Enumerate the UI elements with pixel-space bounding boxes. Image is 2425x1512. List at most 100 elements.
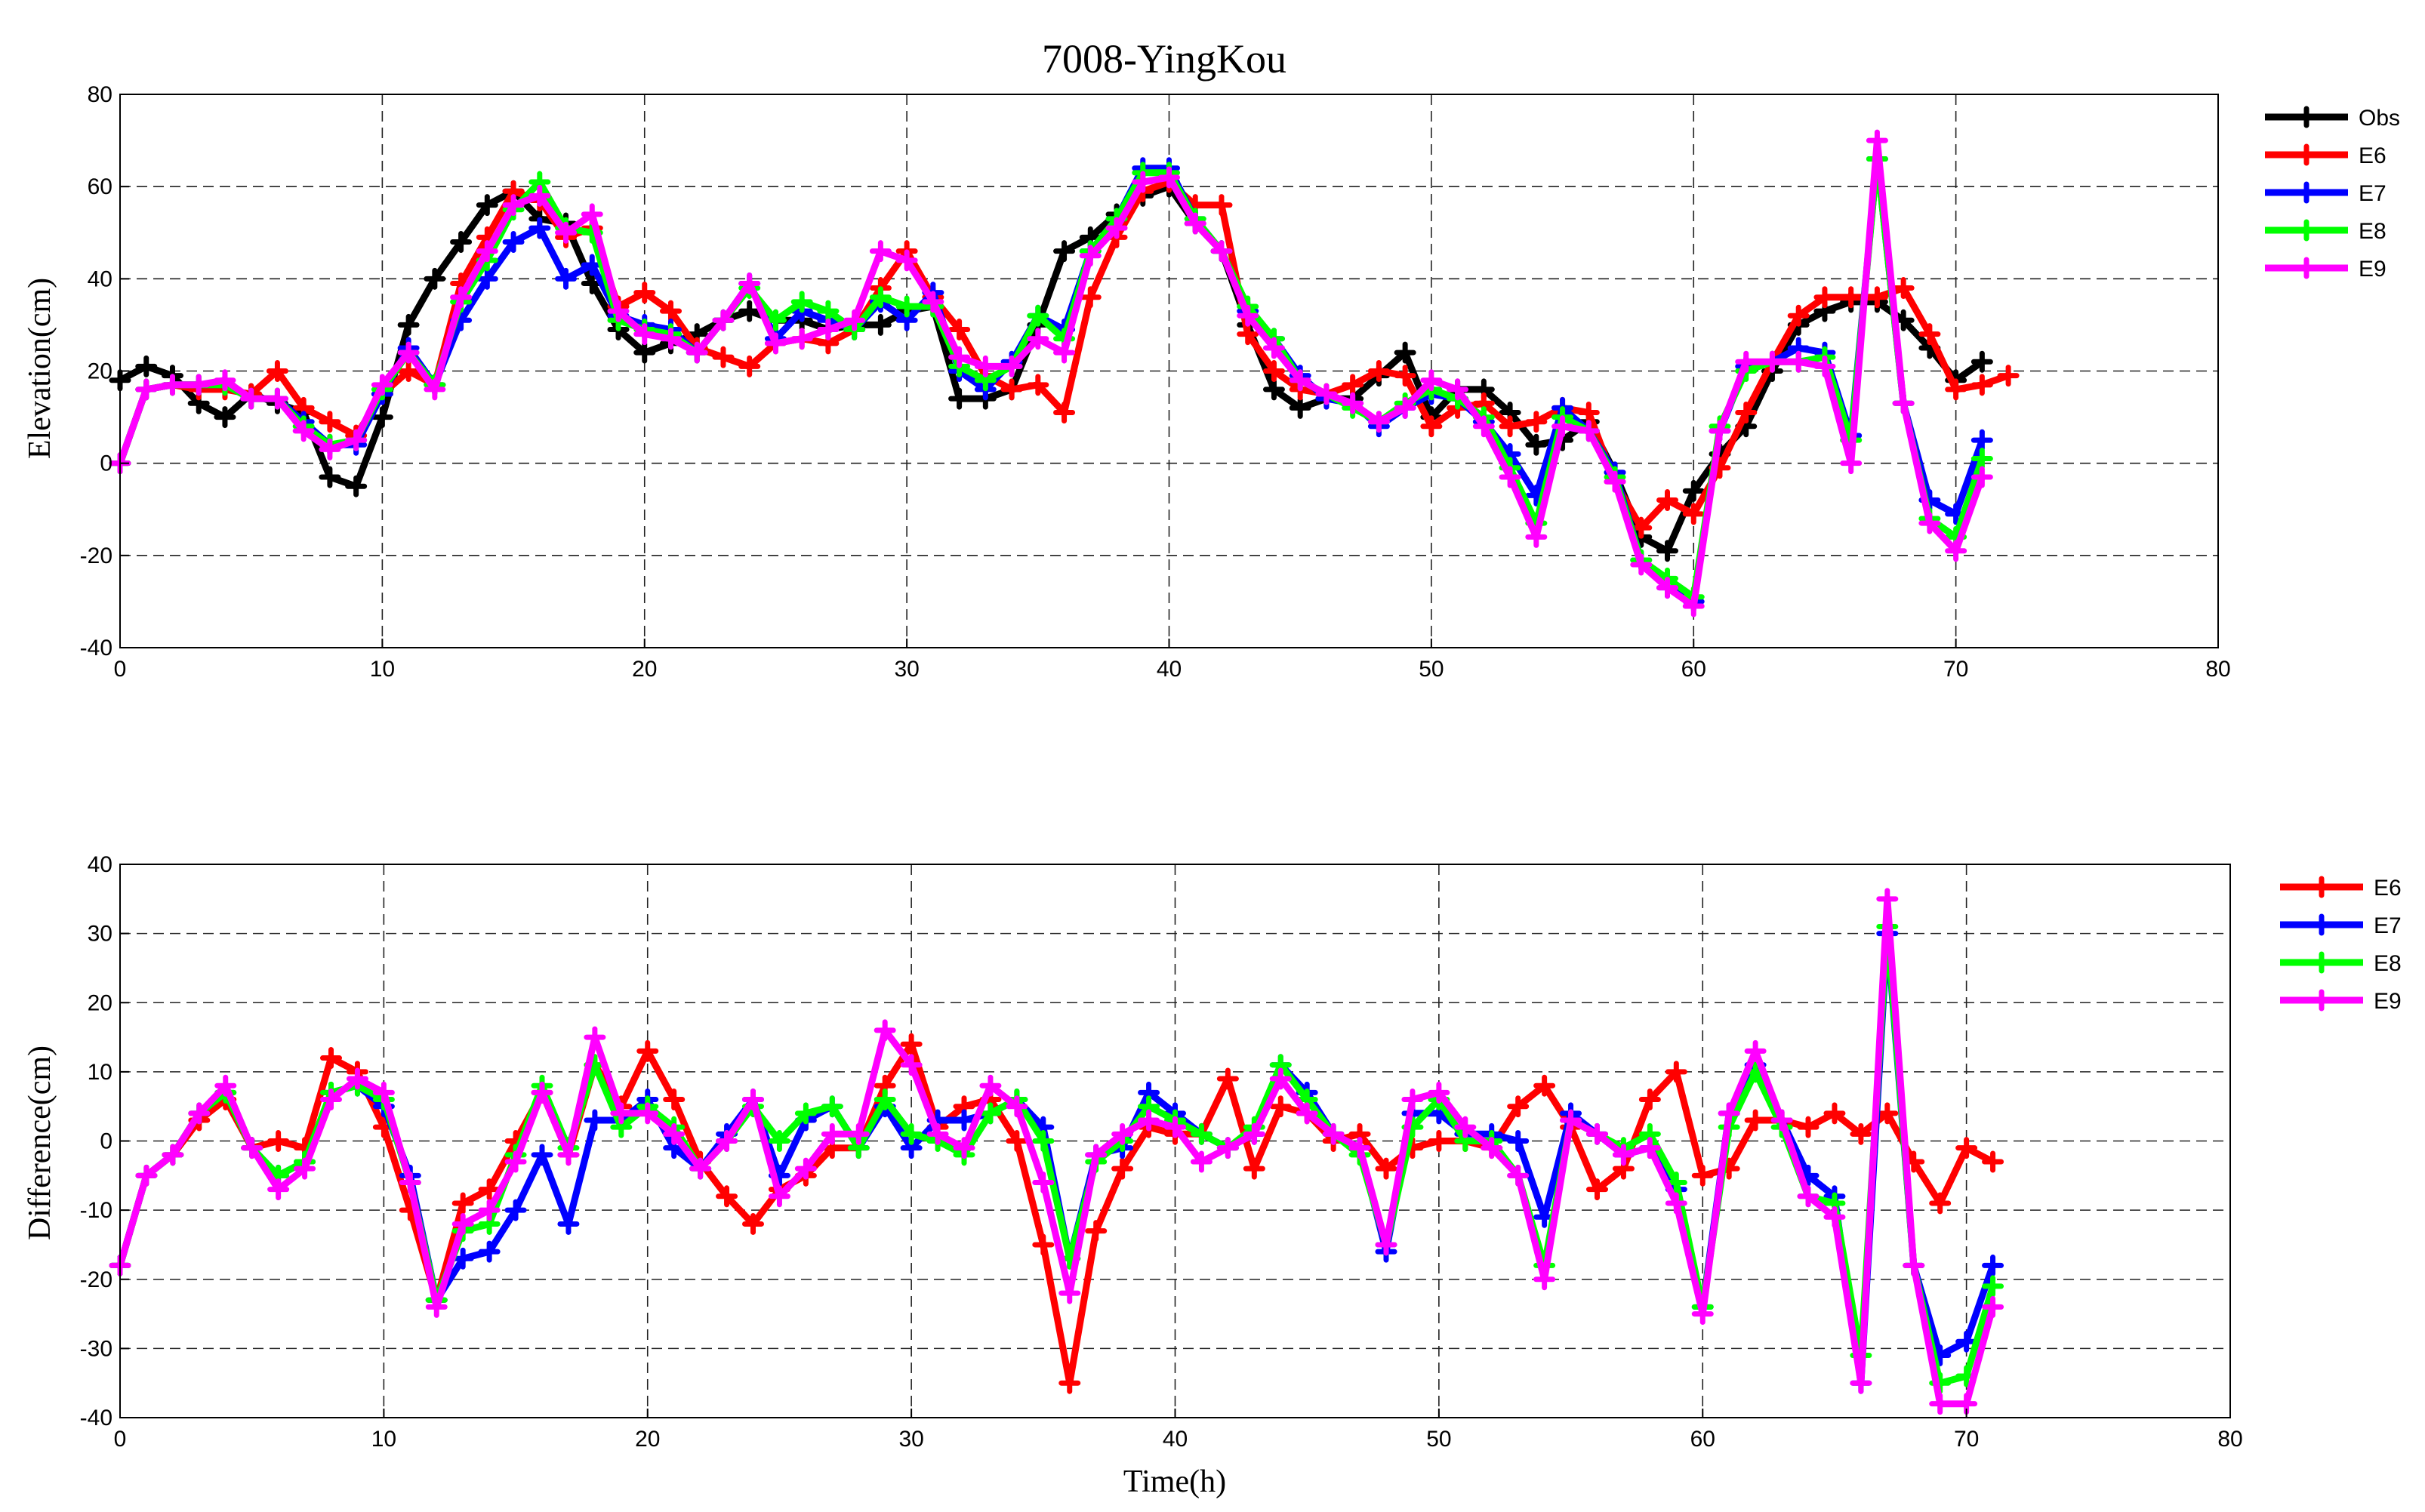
data-point-E6 bbox=[1866, 286, 1888, 309]
data-point-E8 bbox=[794, 1102, 817, 1125]
data-point-E6 bbox=[1787, 304, 1810, 327]
data-point-Obs bbox=[633, 341, 656, 364]
data-point-E8 bbox=[768, 1130, 790, 1152]
data-point-E9 bbox=[1111, 1122, 1134, 1145]
data-point-E6 bbox=[1428, 1130, 1450, 1152]
data-point-E9 bbox=[1630, 553, 1653, 576]
data-point-E9 bbox=[1718, 1102, 1740, 1125]
data-point-E9 bbox=[424, 378, 446, 401]
data-point-E7 bbox=[451, 1247, 474, 1270]
data-point-E9 bbox=[214, 1074, 237, 1097]
data-point-E6 bbox=[1682, 503, 1705, 525]
data-point-E6 bbox=[1006, 1130, 1028, 1152]
data-point-E6 bbox=[663, 1089, 686, 1111]
data-point-E6 bbox=[716, 1185, 738, 1208]
legend-item-E7: E7 bbox=[2280, 913, 2402, 938]
tick-labels: 0 10 20 30 40 50 60 70 80 -40 -20 0 20 40 60 80 bbox=[80, 82, 2231, 682]
data-point-E9 bbox=[1296, 1102, 1318, 1125]
data-point-E6 bbox=[1342, 374, 1364, 396]
data-point-E6 bbox=[478, 1178, 501, 1201]
legend-marker bbox=[2295, 143, 2318, 166]
data-point-E9 bbox=[1665, 1192, 1687, 1215]
data-point-E6 bbox=[1216, 1067, 1239, 1090]
y-tick-label: 80 bbox=[88, 82, 112, 107]
data-point-E9 bbox=[162, 1144, 184, 1166]
data-point-E6 bbox=[1079, 286, 1102, 309]
legend-item-E8: E8 bbox=[2265, 219, 2386, 244]
data-point-E6 bbox=[1237, 323, 1259, 346]
data-point-E9 bbox=[267, 1178, 290, 1201]
elevation-chart: 7008-YingKou Elevation(cm) 0 10 20 30 40 50 60… bbox=[23, 36, 2400, 682]
x-tick-label: 0 bbox=[114, 1427, 127, 1452]
x-axis-label: Time(h) bbox=[1123, 1464, 1226, 1499]
data-point-E7 bbox=[555, 267, 578, 290]
data-point-E9 bbox=[319, 438, 341, 460]
legend-marker bbox=[2295, 219, 2318, 242]
data-point-E9 bbox=[979, 1074, 1002, 1097]
data-point-E9 bbox=[240, 387, 263, 410]
data-point-E6 bbox=[900, 1033, 923, 1055]
data-point-E9 bbox=[1709, 420, 1731, 442]
data-point-E8 bbox=[900, 1122, 923, 1145]
data-point-E9 bbox=[451, 1212, 474, 1235]
data-point-E9 bbox=[847, 1122, 870, 1145]
data-point-E8 bbox=[821, 1095, 843, 1118]
data-point-E9 bbox=[502, 194, 525, 217]
data-point-E9 bbox=[1322, 1122, 1345, 1145]
data-point-E6 bbox=[1665, 1061, 1687, 1083]
legend-item-Obs: Obs bbox=[2265, 106, 2400, 131]
y-tick-label: 60 bbox=[88, 174, 112, 199]
data-point-E9 bbox=[874, 1019, 896, 1042]
x-tick-label: 10 bbox=[371, 1427, 396, 1452]
data-point-E9 bbox=[1348, 1137, 1371, 1159]
legend-item-E6: E6 bbox=[2265, 143, 2386, 168]
data-point-E9 bbox=[1210, 240, 1233, 263]
data-point-E7 bbox=[531, 1144, 553, 1166]
data-point-Obs bbox=[345, 475, 368, 497]
data-point-Obs bbox=[214, 406, 236, 429]
data-point-E9 bbox=[584, 1026, 606, 1049]
data-point-E9 bbox=[686, 341, 708, 364]
data-point-E9 bbox=[1315, 383, 1338, 405]
data-point-E6 bbox=[948, 319, 971, 341]
data-point-E9 bbox=[1638, 1137, 1661, 1159]
x-tick-label: 60 bbox=[1690, 1427, 1715, 1452]
legend-item-E6: E6 bbox=[2280, 876, 2402, 901]
legend-label: E9 bbox=[2359, 257, 2386, 282]
data-point-E7 bbox=[581, 254, 603, 276]
x-tick-label: 30 bbox=[894, 657, 919, 682]
data-point-E9 bbox=[1000, 355, 1023, 377]
data-point-E6 bbox=[1525, 411, 1548, 433]
y-tick-label: -20 bbox=[80, 1267, 112, 1292]
data-point-E8 bbox=[764, 309, 787, 331]
data-point-E9 bbox=[557, 1144, 580, 1166]
data-point-E9 bbox=[659, 328, 682, 350]
data-point-E9 bbox=[372, 1081, 395, 1104]
data-point-E9 bbox=[1190, 1150, 1212, 1173]
data-point-E9 bbox=[1586, 1122, 1608, 1145]
x-tick-label: 0 bbox=[114, 657, 127, 682]
data-point-E9 bbox=[1744, 1039, 1767, 1062]
y-tick-label: 30 bbox=[88, 922, 112, 947]
y-tick-label: -20 bbox=[80, 544, 112, 568]
data-point-Obs bbox=[1656, 540, 1679, 562]
data-point-E9 bbox=[397, 341, 420, 364]
series-E7 bbox=[109, 148, 1993, 613]
data-point-E9 bbox=[1797, 1185, 1820, 1208]
data-point-Obs bbox=[1394, 341, 1416, 364]
data-point-E6 bbox=[1876, 1102, 1899, 1125]
data-point-E9 bbox=[1027, 328, 1049, 350]
data-point-E9 bbox=[1604, 470, 1626, 493]
x-tick-label: 70 bbox=[1943, 657, 1968, 682]
data-point-E9 bbox=[974, 355, 997, 377]
data-point-E9 bbox=[1164, 1116, 1186, 1138]
data-point-E6 bbox=[1262, 360, 1285, 382]
data-point-E6 bbox=[1000, 378, 1023, 401]
data-point-E9 bbox=[1132, 171, 1154, 193]
data-point-E9 bbox=[1612, 1144, 1635, 1166]
series-E9 bbox=[109, 888, 2004, 1415]
legend-marker bbox=[2310, 876, 2333, 898]
data-point-E6 bbox=[319, 411, 341, 433]
data-point-E6 bbox=[1971, 374, 1993, 396]
data-point-E9 bbox=[1499, 466, 1521, 488]
